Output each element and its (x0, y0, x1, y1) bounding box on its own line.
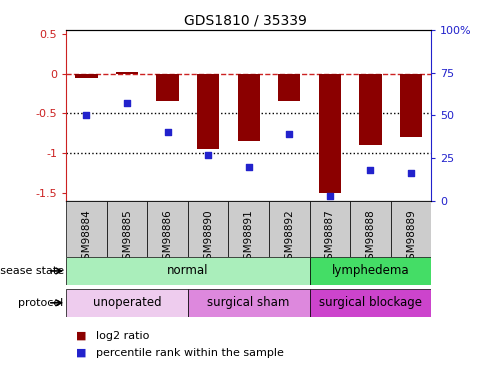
Point (407, 170, 415, 176)
Point (285, 131, 293, 137)
Text: percentile rank within the sample: percentile rank within the sample (96, 348, 283, 357)
Text: log2 ratio: log2 ratio (96, 331, 149, 340)
Bar (278, 74, 300, 101)
Text: GSM98884: GSM98884 (81, 209, 92, 266)
Text: GSM98888: GSM98888 (366, 209, 375, 266)
Bar (238, 74, 260, 141)
Bar (269, 201, 310, 257)
Bar (310, 201, 350, 257)
Bar (188, 201, 228, 257)
Point (204, 152, 212, 157)
Bar (318, 74, 341, 193)
Bar (228, 201, 269, 257)
Bar (310, 257, 431, 285)
Bar (359, 74, 382, 145)
Bar (107, 201, 147, 257)
Bar (350, 201, 391, 257)
Bar (75, 74, 98, 78)
Bar (391, 201, 431, 257)
Point (164, 129, 171, 135)
Point (123, 100, 131, 106)
Point (367, 167, 374, 173)
Bar (66, 257, 310, 285)
Text: protocol: protocol (19, 298, 64, 308)
Text: GDS1810 / 35339: GDS1810 / 35339 (184, 13, 306, 27)
Bar (66, 289, 188, 317)
Bar (116, 72, 138, 74)
Text: lymphedema: lymphedema (332, 264, 409, 278)
Text: GSM98890: GSM98890 (203, 209, 213, 266)
Bar (147, 201, 188, 257)
Bar (197, 74, 219, 149)
Text: GSM98892: GSM98892 (284, 209, 294, 266)
Text: ■: ■ (76, 331, 86, 340)
Point (245, 164, 253, 170)
Text: GSM98886: GSM98886 (163, 209, 172, 266)
Bar (310, 289, 431, 317)
Text: GSM98887: GSM98887 (325, 209, 335, 266)
Text: normal: normal (167, 264, 209, 278)
Bar (156, 74, 179, 101)
Point (326, 192, 334, 198)
Text: surgical blockage: surgical blockage (319, 296, 422, 309)
Text: surgical sham: surgical sham (207, 296, 290, 309)
Bar (66, 201, 107, 257)
Text: GSM98889: GSM98889 (406, 209, 416, 266)
Text: GSM98885: GSM98885 (122, 209, 132, 266)
Text: ■: ■ (76, 348, 86, 357)
Text: disease state: disease state (0, 266, 64, 276)
Bar (188, 289, 310, 317)
Bar (400, 74, 422, 137)
Point (82, 112, 90, 118)
Text: unoperated: unoperated (93, 296, 161, 309)
Text: GSM98891: GSM98891 (244, 209, 254, 266)
